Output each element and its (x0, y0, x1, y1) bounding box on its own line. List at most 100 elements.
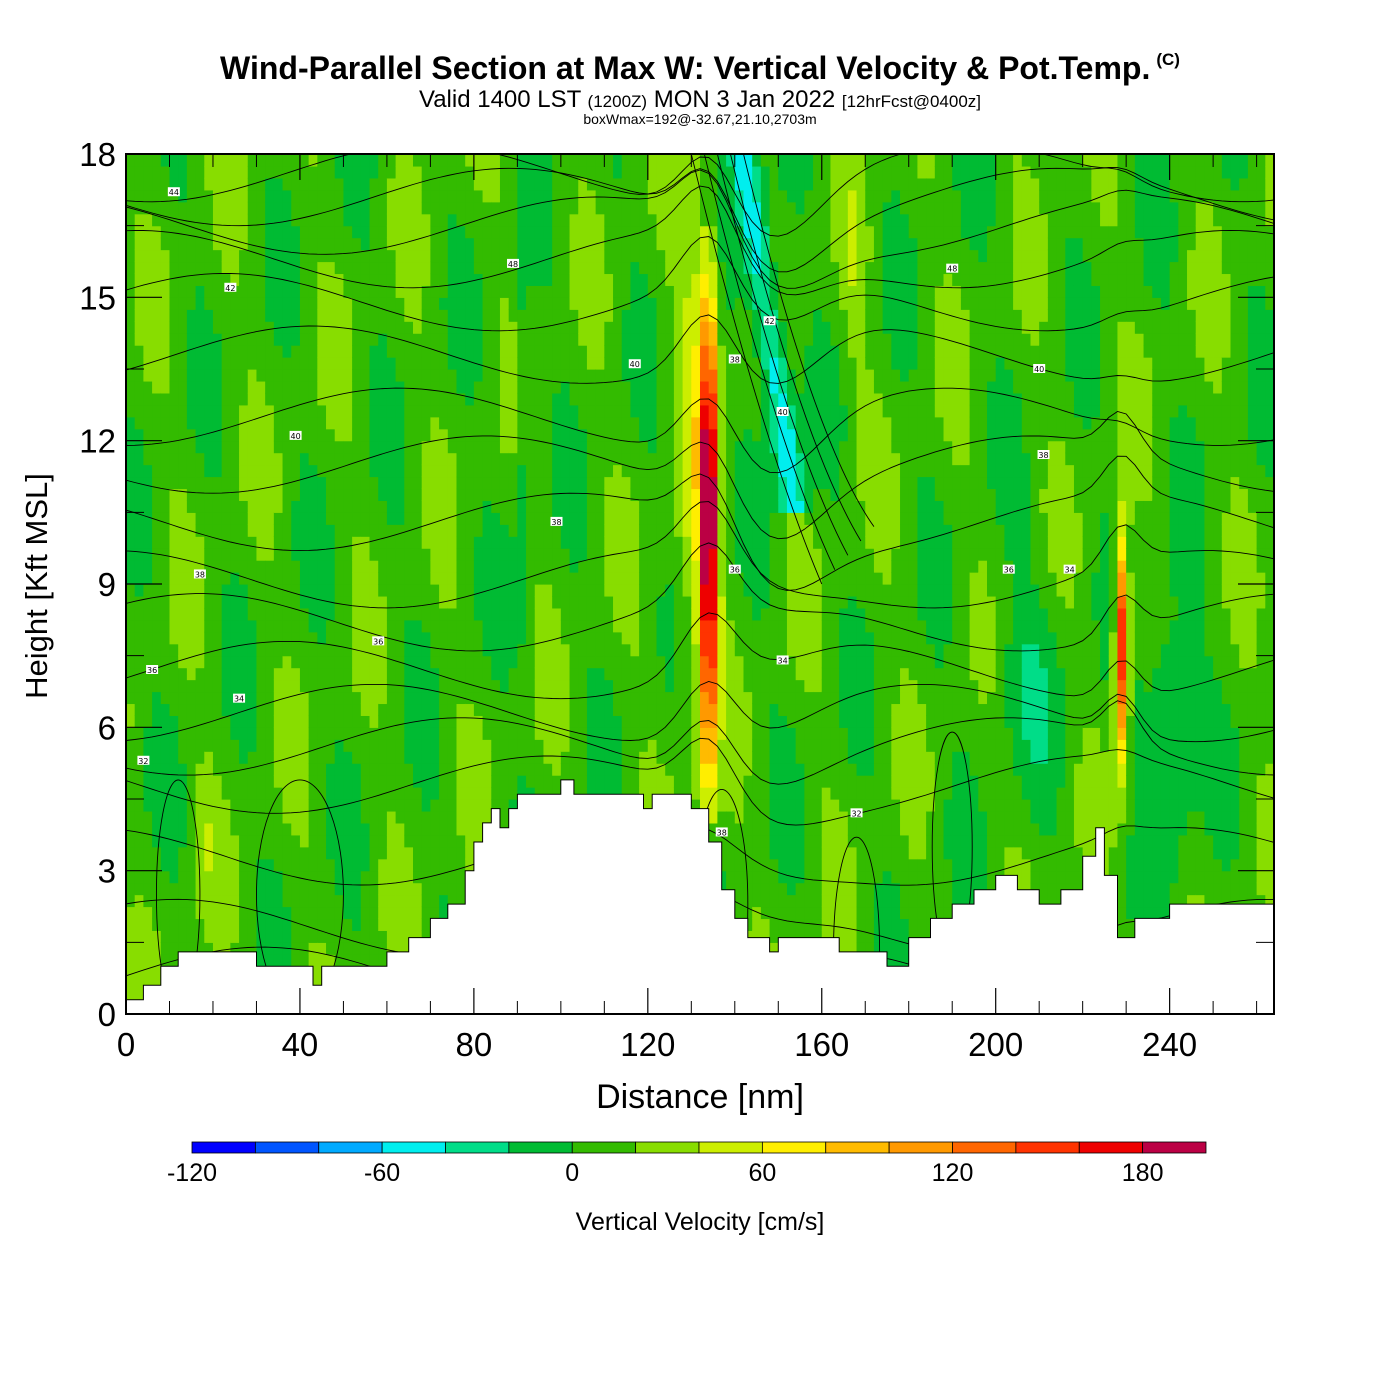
velocity-cell (360, 177, 371, 191)
velocity-cell (378, 918, 388, 931)
velocity-cell (630, 560, 640, 573)
velocity-cell (517, 787, 527, 800)
velocity-cell (395, 428, 405, 442)
velocity-cell (126, 345, 136, 358)
velocity-cell (517, 440, 527, 454)
velocity-cell (526, 333, 536, 346)
velocity-cell (456, 870, 466, 884)
velocity-cell (239, 787, 249, 800)
velocity-cell (143, 333, 153, 346)
velocity-cell (134, 810, 144, 824)
velocity-cell (465, 213, 475, 227)
velocity-cell (595, 476, 605, 490)
velocity-cell (465, 799, 475, 812)
velocity-cell (230, 799, 240, 812)
velocity-cell (212, 464, 223, 478)
velocity-cell (534, 428, 545, 442)
velocity-cell (534, 177, 545, 191)
velocity-cell (673, 643, 684, 657)
velocity-cell (621, 679, 632, 693)
velocity-cell (126, 428, 136, 442)
velocity-cell (326, 763, 336, 776)
velocity-cell (604, 357, 614, 370)
velocity-cell (212, 667, 223, 681)
velocity-cell (195, 369, 205, 382)
velocity-cell (708, 595, 718, 609)
velocity-cell (326, 560, 336, 573)
velocity-cell (473, 763, 484, 776)
velocity-cell (613, 500, 623, 513)
velocity-cell (360, 369, 371, 382)
velocity-cell (691, 440, 701, 454)
velocity-cell (143, 261, 153, 275)
velocity-cell (456, 500, 466, 513)
velocity-cell (369, 225, 379, 239)
velocity-cell (386, 488, 397, 501)
velocity-cell (552, 751, 562, 764)
velocity-cell (682, 488, 692, 501)
velocity-cell (595, 560, 605, 573)
velocity-cell (282, 715, 292, 728)
velocity-cell (204, 882, 214, 896)
velocity-cell (534, 369, 545, 382)
velocity-cell (204, 619, 214, 633)
velocity-cell (308, 810, 318, 824)
velocity-cell (152, 822, 162, 836)
velocity-cell (647, 631, 658, 645)
velocity-cell (178, 751, 188, 764)
velocity-cell (526, 380, 536, 394)
velocity-cell (299, 942, 310, 955)
velocity-cell (700, 476, 710, 490)
velocity-cell (186, 560, 197, 573)
velocity-cell (299, 333, 310, 346)
velocity-cell (465, 787, 475, 800)
velocity-cell (308, 225, 318, 239)
velocity-cell (134, 249, 144, 263)
velocity-cell (569, 213, 579, 227)
velocity-cell (708, 225, 718, 239)
velocity-cell (247, 775, 258, 788)
velocity-cell (700, 177, 710, 191)
velocity-cell (343, 691, 353, 705)
velocity-cell (282, 428, 292, 442)
velocity-cell (186, 488, 197, 501)
velocity-cell (639, 321, 649, 334)
velocity-cell (552, 345, 562, 358)
velocity-cell (447, 846, 458, 860)
velocity-cell (212, 715, 223, 728)
velocity-cell (308, 751, 318, 764)
velocity-cell (204, 428, 214, 442)
velocity-cell (386, 225, 397, 239)
velocity-cell (560, 739, 571, 752)
velocity-cell (160, 667, 171, 681)
velocity-cell (673, 189, 684, 203)
velocity-cell (134, 739, 144, 752)
velocity-cell (613, 225, 623, 239)
velocity-cell (673, 691, 684, 705)
velocity-cell (621, 715, 632, 728)
velocity-cell (212, 404, 223, 418)
velocity-cell (386, 822, 397, 836)
velocity-cell (212, 595, 223, 609)
velocity-cell (543, 154, 553, 167)
velocity-cell (369, 799, 379, 812)
velocity-cell (499, 237, 510, 251)
velocity-cell (630, 512, 640, 525)
velocity-cell (152, 536, 162, 549)
velocity-cell (578, 631, 588, 645)
velocity-cell (378, 357, 388, 370)
velocity-cell (360, 882, 371, 896)
velocity-cell (360, 225, 371, 239)
velocity-cell (308, 572, 318, 585)
velocity-cell (186, 834, 197, 848)
velocity-cell (717, 595, 727, 609)
velocity-cell (656, 345, 666, 358)
velocity-cell (343, 225, 353, 239)
velocity-cell (482, 154, 492, 167)
velocity-cell (586, 595, 597, 609)
velocity-cell (152, 297, 162, 310)
velocity-cell (265, 440, 275, 454)
velocity-cell (143, 775, 153, 788)
velocity-cell (708, 321, 718, 334)
velocity-cell (204, 763, 214, 776)
